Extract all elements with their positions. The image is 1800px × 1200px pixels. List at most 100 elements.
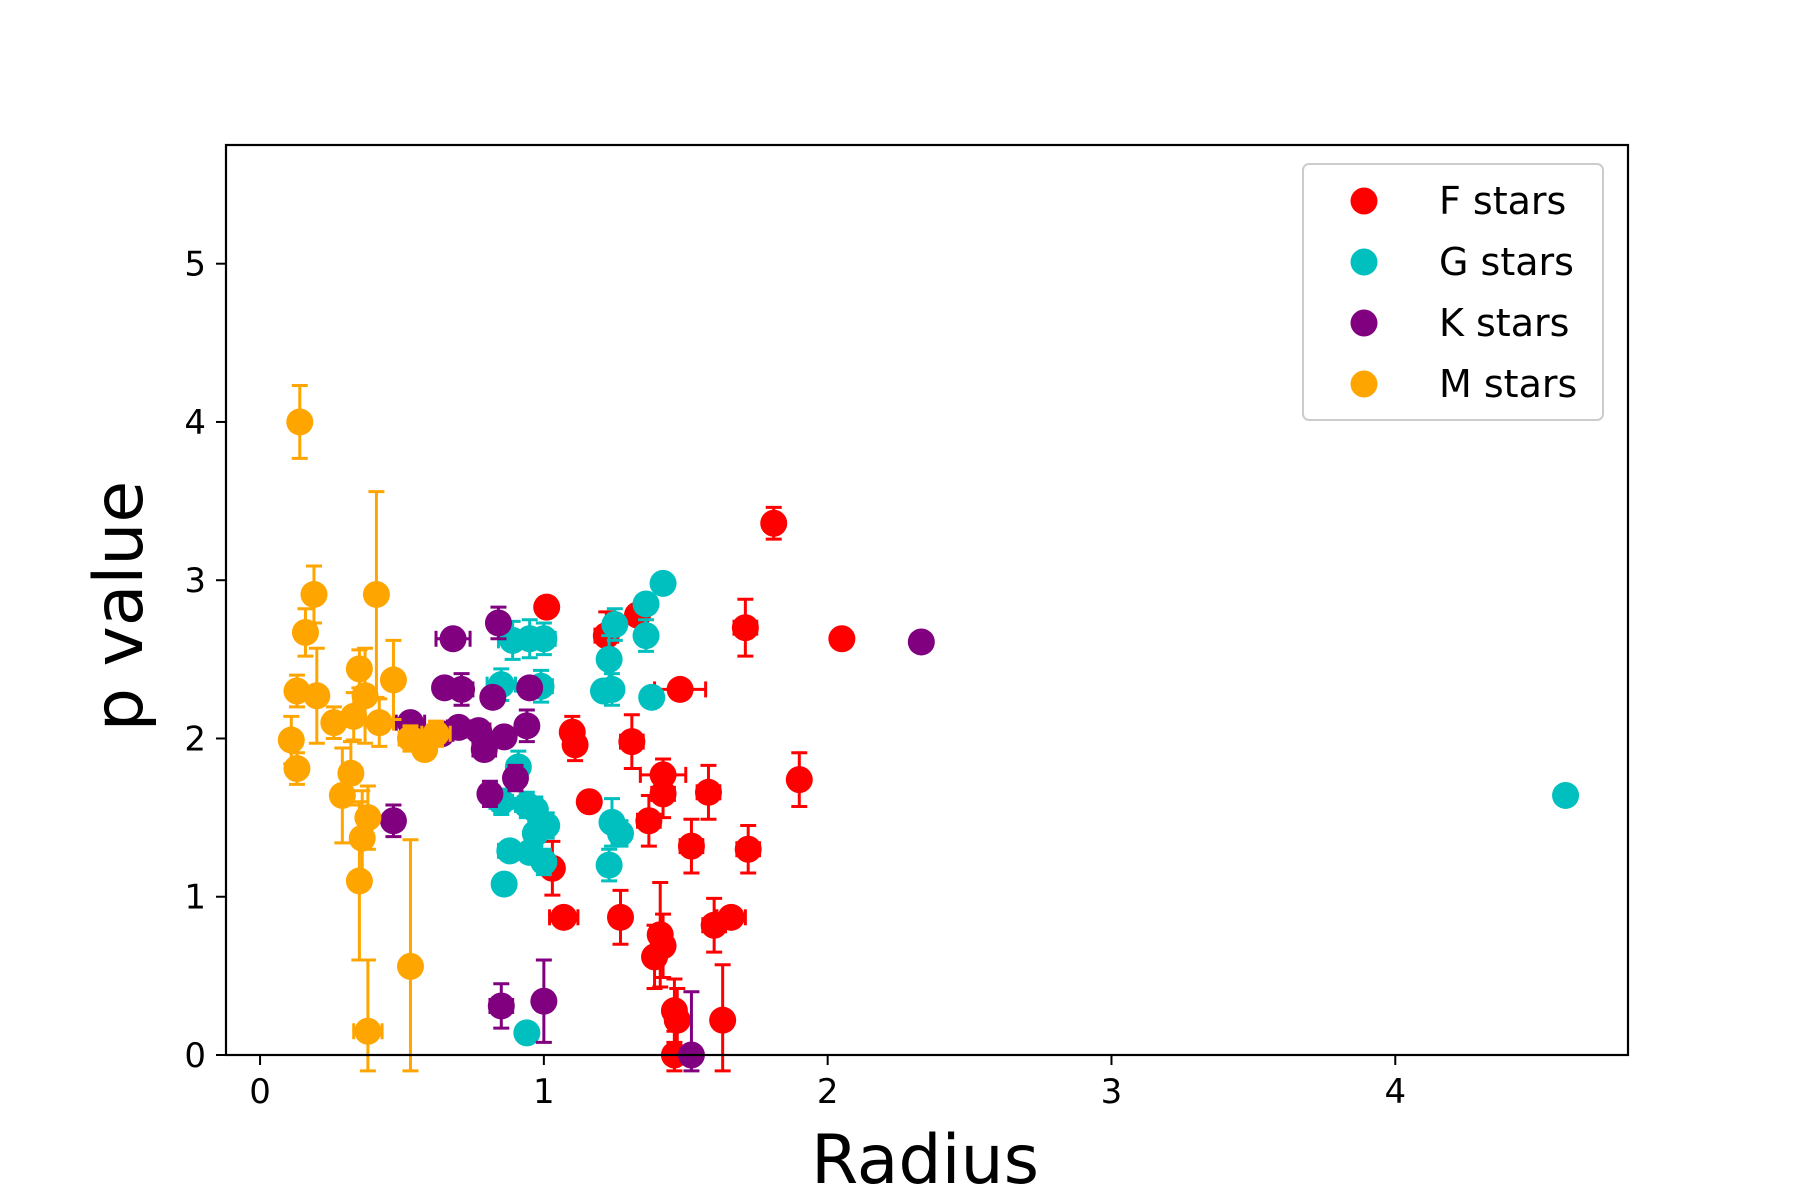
data-point	[575, 788, 603, 816]
data-point	[530, 958, 558, 1044]
data-point	[606, 819, 634, 848]
legend-entry: K stars	[1350, 301, 1569, 345]
data-marker	[606, 903, 634, 931]
data-point	[513, 708, 541, 744]
data-marker	[731, 614, 759, 642]
data-marker	[1552, 781, 1580, 809]
data-point	[618, 713, 646, 771]
series-g-stars	[485, 569, 1580, 1047]
data-marker	[379, 666, 407, 694]
data-marker	[530, 625, 558, 653]
data-marker	[638, 683, 666, 711]
data-point	[479, 683, 507, 711]
legend-marker	[1350, 309, 1378, 337]
data-marker	[666, 675, 694, 703]
data-point	[379, 638, 407, 721]
data-point	[649, 912, 677, 979]
data-point	[595, 847, 623, 883]
data-point	[731, 597, 759, 658]
data-marker	[606, 819, 634, 847]
data-point	[470, 736, 498, 764]
data-marker	[291, 618, 319, 646]
x-tick-label: 2	[817, 1072, 839, 1112]
data-marker	[439, 625, 467, 653]
axis-ticks: 0 1 2 3 4 0 1 2 3 4 5	[184, 245, 1406, 1112]
data-marker	[448, 675, 476, 703]
data-point	[561, 727, 589, 763]
data-marker	[445, 713, 473, 741]
data-point	[291, 607, 319, 658]
y-tick-label: 3	[184, 561, 206, 601]
data-marker	[303, 682, 331, 710]
data-point	[598, 672, 626, 707]
legend-box	[1302, 163, 1604, 421]
data-marker	[663, 1006, 691, 1034]
legend-label: M stars	[1439, 362, 1577, 406]
data-point	[484, 605, 512, 641]
y-tick-label: 2	[184, 719, 206, 759]
data-point	[785, 751, 813, 809]
data-point	[362, 490, 390, 699]
data-marker	[677, 832, 705, 860]
data-point	[476, 779, 504, 809]
data-marker	[470, 736, 498, 764]
data-point	[533, 593, 561, 621]
data-points	[277, 384, 1580, 1073]
data-point	[530, 847, 558, 877]
data-marker	[379, 807, 407, 835]
data-point	[286, 384, 314, 460]
data-point	[396, 838, 424, 1073]
data-marker	[283, 755, 311, 783]
data-point	[632, 618, 660, 653]
data-marker	[354, 1017, 382, 1045]
data-point	[328, 746, 356, 845]
data-point	[283, 751, 311, 786]
data-marker	[618, 728, 646, 756]
data-point	[548, 903, 580, 931]
x-tick-label: 3	[1101, 1072, 1123, 1112]
data-point	[363, 697, 395, 748]
data-marker	[760, 509, 788, 537]
data-marker	[828, 625, 856, 653]
data-marker	[345, 655, 373, 683]
data-marker	[632, 590, 660, 618]
data-point	[606, 888, 634, 946]
data-marker	[476, 780, 504, 808]
legend-marker	[1350, 370, 1378, 398]
data-point	[635, 793, 663, 848]
data-marker	[277, 726, 305, 754]
series-k-stars	[379, 605, 935, 1073]
data-point	[516, 674, 544, 702]
data-marker	[530, 987, 558, 1015]
data-point	[828, 625, 856, 653]
data-point	[760, 505, 788, 541]
data-marker	[649, 569, 677, 597]
y-tick-label: 5	[184, 245, 206, 285]
data-point	[663, 987, 691, 1054]
data-point	[677, 817, 705, 875]
data-marker	[362, 580, 390, 608]
legend: F stars G stars K stars M stars	[1302, 163, 1604, 421]
legend-marker	[1350, 187, 1378, 215]
data-marker	[550, 903, 578, 931]
data-marker	[345, 867, 373, 895]
x-tick-label: 1	[533, 1072, 555, 1112]
data-point	[420, 719, 452, 748]
data-marker	[351, 682, 379, 710]
data-marker	[598, 675, 626, 703]
data-marker	[490, 870, 518, 898]
legend-label: G stars	[1439, 240, 1574, 284]
series-f-stars	[533, 505, 856, 1073]
data-marker	[907, 628, 935, 656]
data-point	[434, 625, 472, 653]
series-m-stars	[277, 384, 452, 1073]
y-tick-label: 1	[184, 878, 206, 918]
data-marker	[513, 712, 541, 740]
data-marker	[785, 766, 813, 794]
data-marker	[487, 992, 515, 1020]
data-marker	[496, 837, 524, 865]
data-point	[379, 803, 407, 839]
x-tick-label: 0	[249, 1072, 271, 1112]
data-marker	[286, 408, 314, 436]
